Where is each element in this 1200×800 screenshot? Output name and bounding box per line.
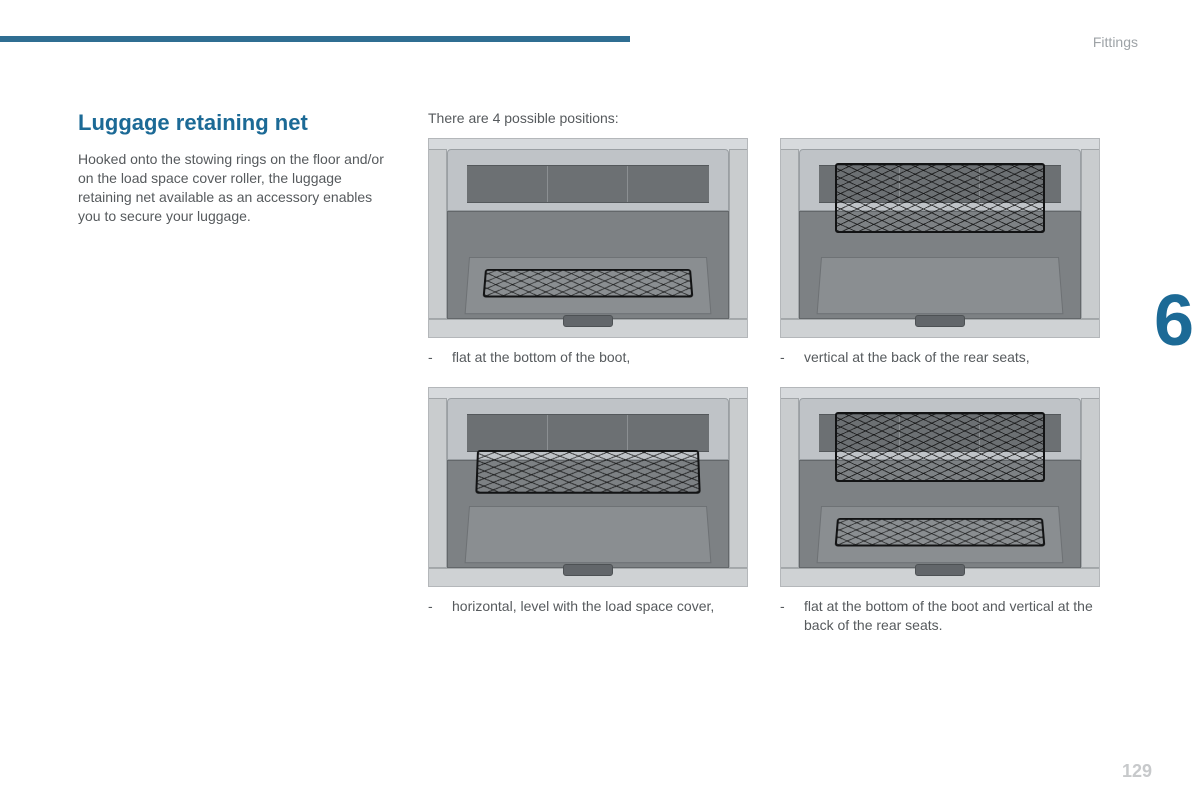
caption-text: flat at the bottom of the boot, <box>452 348 630 367</box>
caption-text: flat at the bottom of the boot and verti… <box>804 597 1100 635</box>
page-title: Luggage retaining net <box>78 110 398 136</box>
section-label: Fittings <box>1093 34 1138 50</box>
figure-vertical-back <box>780 138 1100 338</box>
figure-cell: - horizontal, level with the load space … <box>428 387 748 635</box>
figure-flat-bottom <box>428 138 748 338</box>
caption-text: horizontal, level with the load space co… <box>452 597 714 616</box>
page-number: 129 <box>1122 761 1152 782</box>
right-column: There are 4 possible positions: - flat a… <box>428 110 1110 635</box>
intro-paragraph: Hooked onto the stowing rings on the flo… <box>78 150 398 226</box>
figure-grid: - flat at the bottom of the boot, - vert… <box>428 138 1110 635</box>
page-content: Luggage retaining net Hooked onto the st… <box>78 110 1110 635</box>
figure-caption: - vertical at the back of the rear seats… <box>780 348 1100 367</box>
figure-caption: - horizontal, level with the load space … <box>428 597 748 616</box>
caption-text: vertical at the back of the rear seats, <box>804 348 1030 367</box>
figure-horizontal-cover <box>428 387 748 587</box>
figure-cell: - flat at the bottom of the boot, <box>428 138 748 367</box>
figure-cell: - vertical at the back of the rear seats… <box>780 138 1100 367</box>
figure-caption: - flat at the bottom of the boot, <box>428 348 748 367</box>
header-rule <box>0 36 630 42</box>
chapter-number: 6 <box>1154 280 1194 362</box>
lead-text: There are 4 possible positions: <box>428 110 1110 126</box>
figure-caption: - flat at the bottom of the boot and ver… <box>780 597 1100 635</box>
figure-cell: - flat at the bottom of the boot and ver… <box>780 387 1100 635</box>
left-column: Luggage retaining net Hooked onto the st… <box>78 110 398 226</box>
figure-combined <box>780 387 1100 587</box>
